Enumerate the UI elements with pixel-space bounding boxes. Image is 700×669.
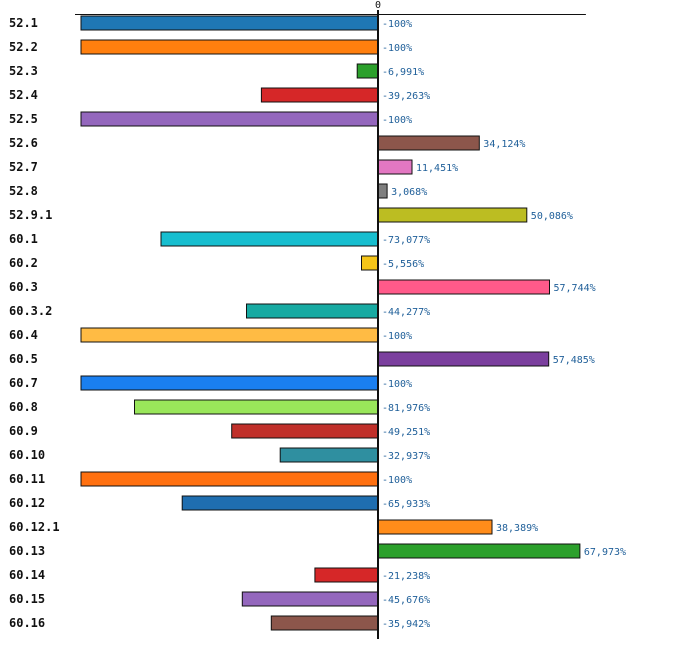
bar-52.7 xyxy=(377,159,413,175)
value-label: 57,744% xyxy=(554,283,596,294)
bar-60.14 xyxy=(314,567,379,583)
bar-60.13 xyxy=(377,543,581,559)
bar-60.10 xyxy=(279,447,379,463)
bar-60.12 xyxy=(181,495,379,511)
bar-52.8 xyxy=(377,183,388,199)
value-label: -32,937% xyxy=(382,451,430,462)
value-label: -44,277% xyxy=(382,307,430,318)
category-label: 60.15 xyxy=(9,592,45,606)
zero-tick-label: 0 xyxy=(375,0,381,11)
value-label: 67,973% xyxy=(584,547,626,558)
value-label: -35,942% xyxy=(382,619,430,630)
value-label: -81,976% xyxy=(382,403,430,414)
bar-52.1 xyxy=(80,15,379,31)
value-label: 3,068% xyxy=(391,187,427,198)
bar-52.4 xyxy=(260,87,379,103)
value-label: -65,933% xyxy=(382,499,430,510)
value-label: 50,086% xyxy=(531,211,573,222)
value-label: -21,238% xyxy=(382,571,430,582)
bar-60.9 xyxy=(231,423,379,439)
bar-60.15 xyxy=(241,591,379,607)
category-label: 52.3 xyxy=(9,64,38,78)
category-label: 60.13 xyxy=(9,544,45,558)
category-label: 52.2 xyxy=(9,40,38,54)
category-label: 60.2 xyxy=(9,256,38,270)
value-label: -100% xyxy=(382,43,412,54)
category-label: 60.1 xyxy=(9,232,38,246)
category-label: 52.8 xyxy=(9,184,38,198)
bar-60.16 xyxy=(270,615,379,631)
category-label: 60.12 xyxy=(9,496,45,510)
bar-60.7 xyxy=(80,375,379,391)
value-label: -100% xyxy=(382,331,412,342)
category-label: 60.3.2 xyxy=(9,304,52,318)
category-label: 60.7 xyxy=(9,376,38,390)
value-label: -39,263% xyxy=(382,91,430,102)
bar-52.3 xyxy=(356,63,379,79)
value-label: -100% xyxy=(382,115,412,126)
category-label: 52.4 xyxy=(9,88,38,102)
bar-60.1 xyxy=(160,231,379,247)
bar-52.2 xyxy=(80,39,379,55)
bar-60.3.2 xyxy=(246,303,379,319)
category-label: 52.1 xyxy=(9,16,38,30)
bar-60.3 xyxy=(377,279,550,295)
value-label: 57,485% xyxy=(553,355,595,366)
bar-60.4 xyxy=(80,327,379,343)
category-label: 52.5 xyxy=(9,112,38,126)
value-label: 11,451% xyxy=(416,163,458,174)
bar-60.5 xyxy=(377,351,550,367)
category-label: 60.5 xyxy=(9,352,38,366)
value-label: -5,556% xyxy=(382,259,424,270)
category-label: 60.9 xyxy=(9,424,38,438)
bar-60.12.1 xyxy=(377,519,493,535)
value-label: -6,991% xyxy=(382,67,424,78)
value-label: -45,676% xyxy=(382,595,430,606)
category-label: 60.12.1 xyxy=(9,520,60,534)
category-label: 60.14 xyxy=(9,568,45,582)
category-label: 60.10 xyxy=(9,448,45,462)
category-label: 60.4 xyxy=(9,328,38,342)
value-label: -49,251% xyxy=(382,427,430,438)
bar-52.9.1 xyxy=(377,207,528,223)
category-label: 60.11 xyxy=(9,472,45,486)
bar-52.6 xyxy=(377,135,480,151)
bar-60.2 xyxy=(361,255,379,271)
category-label: 52.9.1 xyxy=(9,208,52,222)
value-label: -100% xyxy=(382,19,412,30)
labels-layer: 52.1 -100% 52.2 -100% 52.3 -6,991% 52.4 -39,263… xyxy=(9,16,626,630)
bar-52.5 xyxy=(80,111,379,127)
value-label: -100% xyxy=(382,475,412,486)
value-label: 34,124% xyxy=(483,139,525,150)
category-label: 60.3 xyxy=(9,280,38,294)
category-label: 52.6 xyxy=(9,136,38,150)
bar-60.11 xyxy=(80,471,379,487)
category-label: 60.16 xyxy=(9,616,45,630)
value-label: -100% xyxy=(382,379,412,390)
category-label: 52.7 xyxy=(9,160,38,174)
bars-layer xyxy=(80,15,581,631)
bar-60.8 xyxy=(134,399,379,415)
category-label: 60.8 xyxy=(9,400,38,414)
value-label: 38,389% xyxy=(496,523,538,534)
value-label: -73,077% xyxy=(382,235,430,246)
